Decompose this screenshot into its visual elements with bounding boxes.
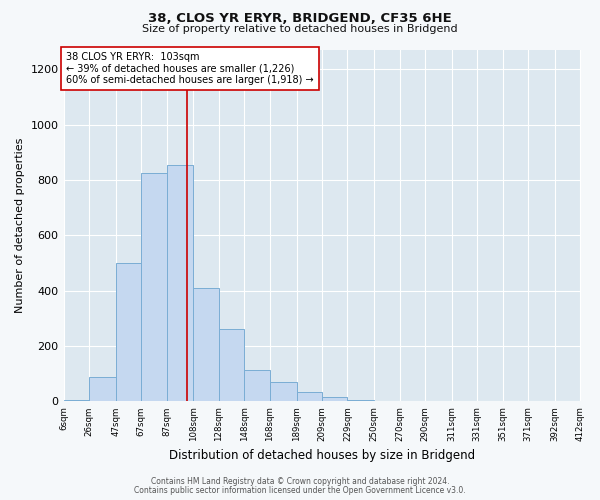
- Bar: [89, 376, 116, 402]
- Text: 38, CLOS YR ERYR, BRIDGEND, CF35 6HE: 38, CLOS YR ERYR, BRIDGEND, CF35 6HE: [148, 12, 452, 26]
- Bar: [219, 330, 244, 402]
- Bar: [64, 400, 89, 402]
- Text: Contains public sector information licensed under the Open Government Licence v3: Contains public sector information licen…: [134, 486, 466, 495]
- Bar: [347, 400, 374, 402]
- Bar: [193, 288, 219, 402]
- Bar: [244, 370, 270, 402]
- Bar: [167, 165, 193, 402]
- Bar: [555, 401, 580, 402]
- Bar: [296, 392, 322, 402]
- Bar: [270, 382, 296, 402]
- Text: Contains HM Land Registry data © Crown copyright and database right 2024.: Contains HM Land Registry data © Crown c…: [151, 477, 449, 486]
- X-axis label: Distribution of detached houses by size in Bridgend: Distribution of detached houses by size …: [169, 450, 475, 462]
- Text: 38 CLOS YR ERYR:  103sqm
← 39% of detached houses are smaller (1,226)
60% of sem: 38 CLOS YR ERYR: 103sqm ← 39% of detache…: [66, 52, 314, 85]
- Bar: [141, 173, 167, 402]
- Bar: [374, 401, 400, 402]
- Bar: [116, 263, 141, 402]
- Bar: [322, 398, 347, 402]
- Text: Size of property relative to detached houses in Bridgend: Size of property relative to detached ho…: [142, 24, 458, 34]
- Y-axis label: Number of detached properties: Number of detached properties: [15, 138, 25, 314]
